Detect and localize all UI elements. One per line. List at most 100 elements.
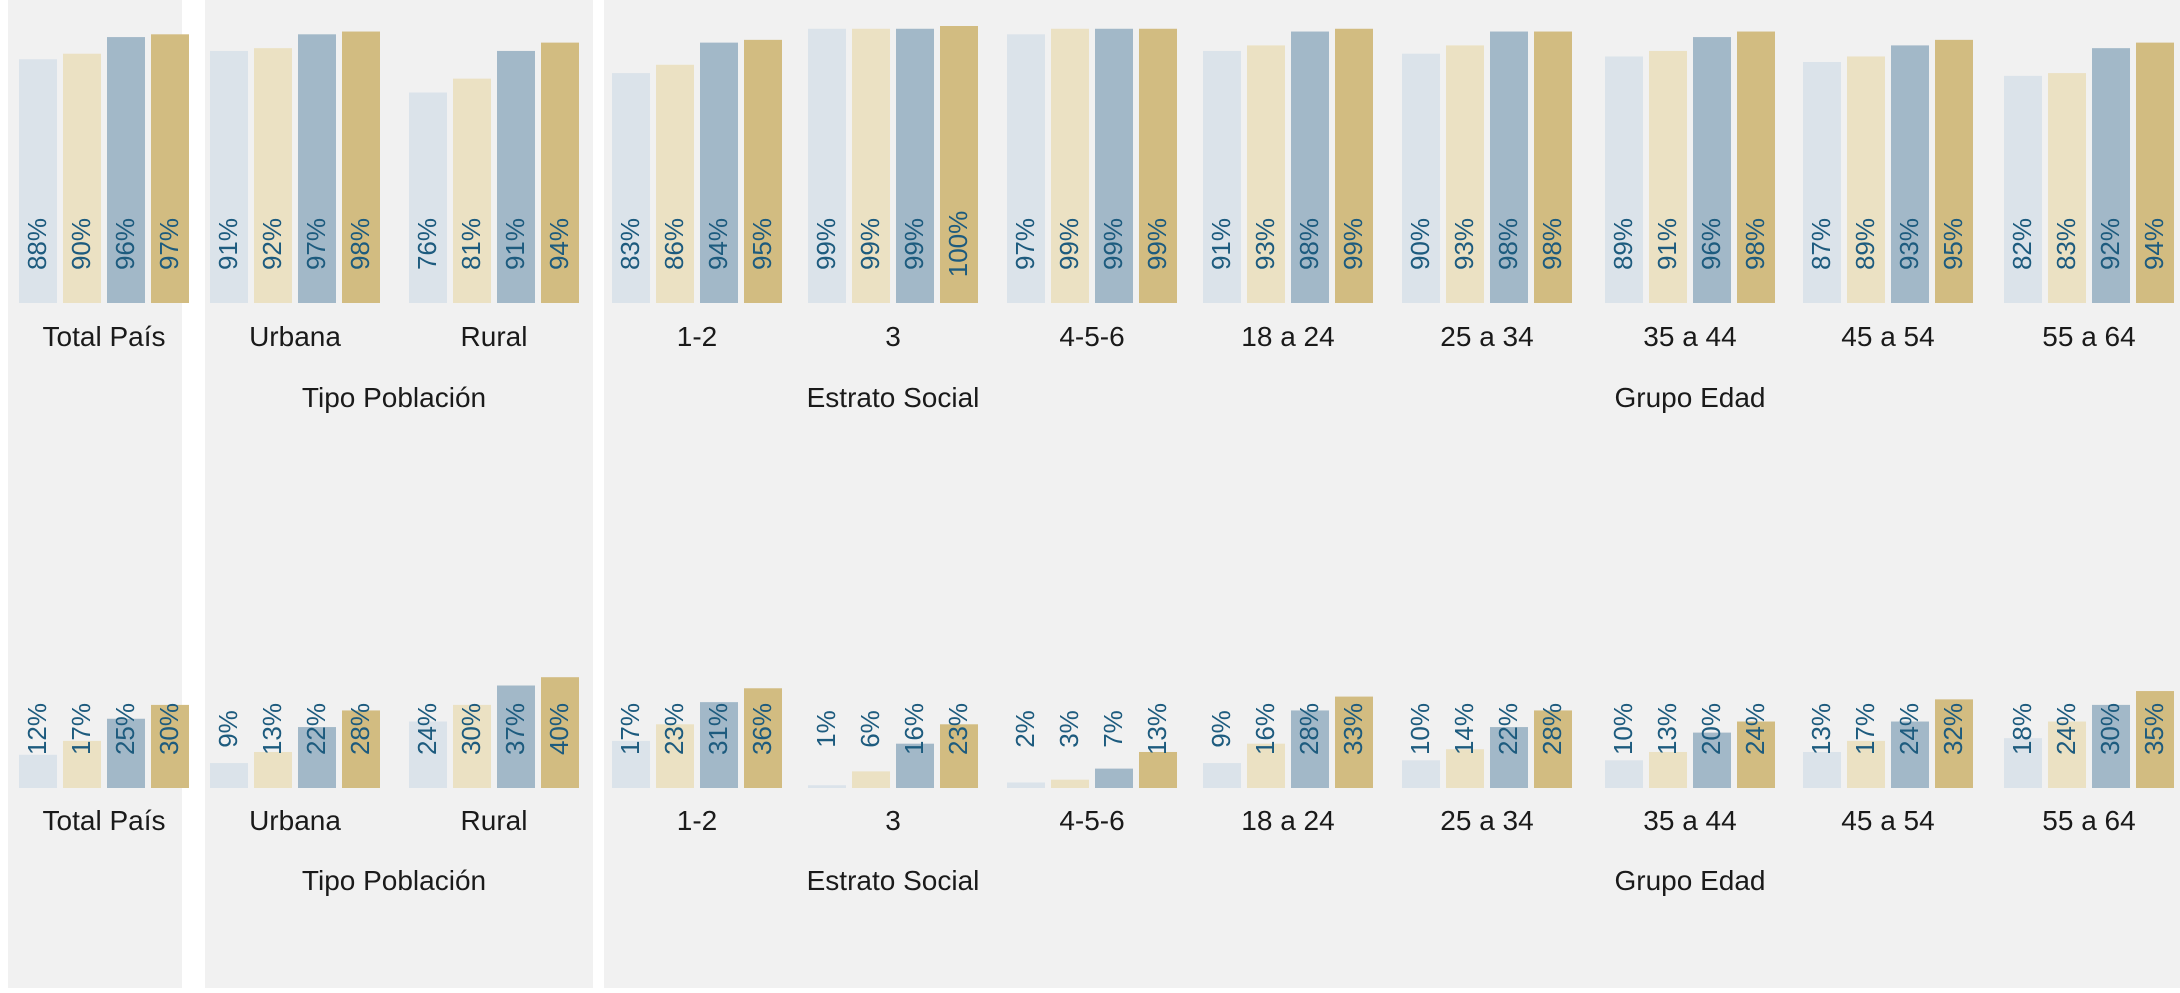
category-label: 25 a 34: [1440, 805, 1533, 836]
bar-chart1-2-s2: [453, 78, 491, 303]
bar-chart2-0-s4: [151, 704, 189, 788]
data-label: 24%: [2051, 703, 2081, 755]
category-label: 55 a 64: [2042, 321, 2135, 352]
data-label: 96%: [110, 218, 140, 270]
bar-chart1-0-s1: [19, 59, 57, 303]
data-label: 91%: [500, 218, 530, 270]
category-label: 18 a 24: [1241, 805, 1334, 836]
data-label: 94%: [2139, 218, 2169, 270]
data-label: 97%: [1010, 218, 1040, 270]
data-label: 31%: [703, 703, 733, 755]
category-label: Urbana: [249, 805, 341, 836]
data-label: 6%: [855, 710, 885, 748]
data-label: 3%: [1054, 710, 1084, 748]
category-label: 3: [885, 321, 901, 352]
data-label: 89%: [1850, 218, 1880, 270]
data-label: 20%: [1696, 703, 1726, 755]
bar-chart2-5-s2: [1051, 779, 1089, 788]
data-label: 99%: [899, 218, 929, 270]
bar-chart2-2-s1: [409, 721, 447, 788]
bar-chart2-4-s2: [852, 771, 890, 788]
bar-chart1-2-s1: [409, 92, 447, 303]
data-label: 99%: [1338, 218, 1368, 270]
group-label: Estrato Social: [807, 865, 980, 896]
bar-chart1-7-s3: [1490, 31, 1528, 303]
data-label: 89%: [1608, 218, 1638, 270]
bar-chart2-9-s3: [1891, 721, 1929, 788]
bar-chart1-4-s1: [808, 28, 846, 304]
bar-chart2-7-s2: [1446, 749, 1484, 788]
data-label: 14%: [1449, 703, 1479, 755]
category-label: 1-2: [677, 805, 717, 836]
bar-chart2-8-s3: [1693, 732, 1731, 788]
group-label: Estrato Social: [807, 382, 980, 413]
data-label: 13%: [257, 703, 287, 755]
data-label: 25%: [110, 703, 140, 755]
data-label: 91%: [213, 218, 243, 270]
bar-chart2-7-s3: [1490, 727, 1528, 788]
data-label: 91%: [1206, 218, 1236, 270]
bar-chart1-10-s2: [2048, 73, 2086, 303]
bar-chart1-3-s4: [744, 39, 782, 303]
data-label: 37%: [500, 703, 530, 755]
data-label: 28%: [345, 703, 375, 755]
category-label: 4-5-6: [1059, 321, 1124, 352]
bar-chart1-8-s4: [1737, 31, 1775, 303]
data-label: 13%: [1652, 703, 1682, 755]
category-label: 4-5-6: [1059, 805, 1124, 836]
data-label: 86%: [659, 218, 689, 270]
data-label: 95%: [1938, 218, 1968, 270]
data-label: 13%: [1142, 703, 1172, 755]
bar-chart2-8-s4: [1737, 721, 1775, 788]
data-label: 82%: [2007, 218, 2037, 270]
bar-chart2-3-s3: [700, 702, 738, 788]
bar-chart1-5-s1: [1007, 34, 1045, 304]
bar-chart2-10-s3: [2092, 704, 2130, 788]
data-label: 28%: [1294, 703, 1324, 755]
data-label: 32%: [1938, 703, 1968, 755]
category-label: 45 a 54: [1841, 805, 1934, 836]
bar-chart1-5-s2: [1051, 28, 1089, 304]
category-label: 18 a 24: [1241, 321, 1334, 352]
data-label: 83%: [2051, 218, 2081, 270]
data-label: 24%: [1740, 703, 1770, 755]
bar-chart2-3-s2: [656, 724, 694, 788]
bar-chart1-0-s3: [107, 37, 145, 304]
bar-chart1-2-s3: [497, 50, 535, 304]
bar-chart2-4-s1: [808, 785, 846, 788]
bar-chart1-8-s3: [1693, 37, 1731, 304]
data-label: 40%: [544, 703, 574, 755]
category-label: Total País: [43, 805, 166, 836]
category-label: 55 a 64: [2042, 805, 2135, 836]
bar-chart1-3-s3: [700, 42, 738, 304]
data-label: 99%: [1054, 218, 1084, 270]
bar-chart2-6-s1: [1203, 763, 1241, 788]
data-label: 98%: [1493, 218, 1523, 270]
bar-chart1-2-s4: [541, 42, 579, 304]
data-label: 16%: [1250, 703, 1280, 755]
data-label: 92%: [2095, 218, 2125, 270]
bar-chart2-0-s3: [107, 718, 145, 788]
data-label: 33%: [1338, 703, 1368, 755]
data-label: 2%: [1010, 710, 1040, 748]
bar-chart1-6-s1: [1203, 50, 1241, 304]
data-label: 28%: [1537, 703, 1567, 755]
data-label: 81%: [456, 218, 486, 270]
data-label: 9%: [1206, 710, 1236, 748]
bar-chart2-5-s3: [1095, 768, 1133, 788]
bar-chart1-1-s1: [210, 50, 248, 304]
bar-chart1-9-s1: [1803, 62, 1841, 304]
data-label: 7%: [1098, 710, 1128, 748]
bar-chart2-3-s1: [612, 740, 650, 788]
data-label: 12%: [22, 703, 52, 755]
bar-chart1-5-s3: [1095, 28, 1133, 304]
bar-chart1-4-s3: [896, 28, 934, 304]
bar-chart2-3-s4: [744, 688, 782, 788]
data-label: 30%: [154, 703, 184, 755]
bar-chart1-6-s3: [1291, 31, 1329, 303]
bar-chart1-0-s4: [151, 34, 189, 304]
category-label: 45 a 54: [1841, 321, 1934, 352]
data-label: 17%: [1850, 703, 1880, 755]
bar-chart1-7-s1: [1402, 53, 1440, 304]
